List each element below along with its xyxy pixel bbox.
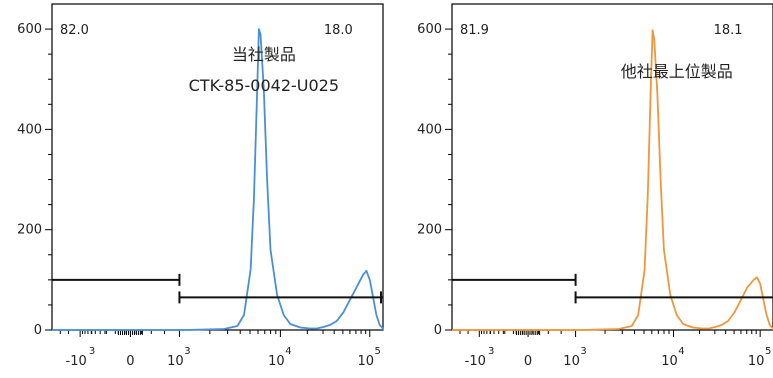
x-tick-exponent: 4 (678, 346, 684, 357)
x-tick-label: 10 (167, 354, 184, 369)
x-tick-label: -10 (465, 354, 486, 369)
y-tick-label: 600 (417, 22, 442, 37)
x-tick-label: 10 (748, 354, 765, 369)
x-tick-label: 0 (524, 354, 532, 369)
plot-frame (51, 3, 384, 331)
y-tick-label: 0 (434, 323, 442, 338)
x-tick-exponent: 3 (488, 346, 494, 357)
histogram-curve (452, 29, 773, 331)
x-tick-label: -10 (66, 354, 87, 369)
x-tick-label: 10 (661, 354, 678, 369)
y-tick-label: 0 (34, 323, 42, 338)
x-tick-label: 10 (268, 354, 285, 369)
y-tick-label: 400 (417, 122, 442, 137)
x-tick-exponent: 3 (89, 346, 95, 357)
gate-percentage-left: 81.9 (460, 23, 489, 38)
x-tick-label: 0 (126, 354, 134, 369)
plot-frame (451, 3, 773, 331)
x-tick-exponent: 5 (765, 346, 771, 357)
x-tick-exponent: 5 (375, 346, 381, 357)
y-tick-label: 200 (417, 223, 442, 238)
x-tick-label: 10 (563, 354, 580, 369)
histogram-curve (52, 28, 384, 331)
x-tick-exponent: 3 (580, 346, 586, 357)
y-tick-label: 600 (17, 22, 42, 37)
gate-percentage-left: 82.0 (60, 23, 89, 38)
y-tick-label: 400 (17, 122, 42, 137)
x-tick-exponent: 4 (285, 346, 291, 357)
gate-percentage-right: 18.1 (714, 23, 743, 38)
product-annotation: 他社最上位製品 (621, 62, 733, 81)
product-code-annotation: CTK-85-0042-U025 (189, 76, 339, 95)
product-annotation: 当社製品 (232, 45, 296, 64)
x-tick-exponent: 3 (184, 346, 190, 357)
gate-percentage-right: 18.0 (324, 23, 353, 38)
x-tick-label: 10 (357, 354, 374, 369)
y-tick-label: 200 (17, 223, 42, 238)
